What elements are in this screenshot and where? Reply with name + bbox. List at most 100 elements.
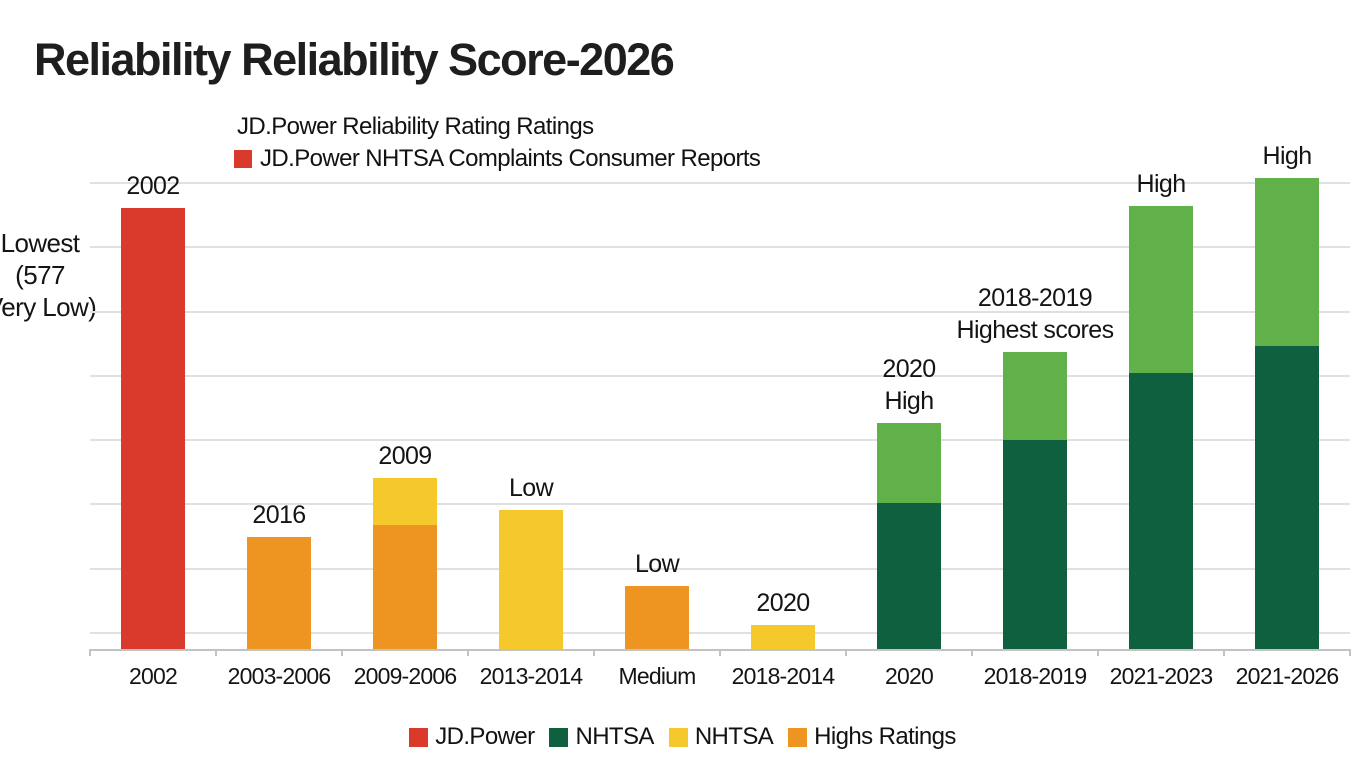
legend-item: JD.Power: [409, 723, 535, 751]
x-axis-tick: [845, 649, 847, 656]
x-axis-label: 2021-2023: [1109, 663, 1214, 689]
bar: High: [1255, 142, 1319, 649]
bar-annotation: 2020: [756, 587, 810, 619]
subtitle-line-2: JD.Power NHTSA Complaints Consumer Repor…: [234, 143, 761, 175]
x-axis-label: 2013-2014: [479, 663, 584, 689]
y-axis-label-line: Lowest: [0, 228, 80, 258]
bar-annotation: High: [1262, 140, 1312, 172]
gridline: [90, 503, 1350, 505]
bottom-legend: JD.Power NHTSA NHTSA Highs Ratings: [0, 723, 1365, 751]
bar-annotation-line: Low: [508, 474, 554, 502]
bar: 2020: [751, 589, 815, 649]
bar-segment: [121, 208, 185, 649]
x-axis-tick: [971, 649, 973, 656]
gridline: [90, 632, 1350, 634]
legend-label: JD.Power: [435, 723, 535, 750]
legend-label: NHTSA: [575, 723, 654, 750]
bar-annotation-line: High: [884, 387, 934, 415]
bar-segment: [1129, 206, 1193, 373]
bar-segment: [373, 478, 437, 525]
x-axis-label: 2018-2019: [983, 663, 1088, 689]
legend-item: NHTSA: [549, 723, 654, 751]
bar-segment: [1129, 373, 1193, 649]
legend-label: Highs Ratings: [814, 723, 956, 750]
x-axis-tick: [593, 649, 595, 656]
bar: Low: [625, 550, 689, 649]
bar-segment: [877, 423, 941, 503]
y-axis-label-line: Very Low): [0, 292, 97, 322]
bar: 2009: [373, 442, 437, 649]
x-axis-labels: 2002 2003-2006 2009-2006 2013-2014 Medium 201…: [90, 663, 1350, 690]
bar-segment: [499, 510, 563, 649]
bar-annotation-line: 2002: [126, 172, 180, 200]
legend-swatch-icon: [409, 727, 429, 747]
x-axis-label: 2020: [885, 663, 934, 689]
bar-segment: [373, 525, 437, 649]
bar-segment: [877, 503, 941, 649]
bar-segment: [247, 537, 311, 649]
bar-annotation: 2009: [378, 440, 432, 472]
bar-annotation-line: High: [1262, 142, 1312, 170]
legend-item: NHTSA: [668, 723, 774, 751]
x-axis-label: Medium: [618, 663, 696, 689]
bar-annotation: 2002: [126, 170, 180, 202]
bar-annotation: 2018-2019 Highest scores: [956, 282, 1115, 346]
x-axis-tick: [1223, 649, 1225, 656]
bar: 2018-2019 Highest scores: [957, 284, 1114, 649]
bar: 2002: [121, 172, 185, 649]
gridline: [90, 182, 1350, 184]
bar-annotation: 2016: [252, 499, 306, 531]
x-axis-tick: [1349, 649, 1351, 656]
x-axis-tick: [719, 649, 721, 656]
bar-annotation: Low: [634, 548, 680, 580]
bar: High: [1129, 170, 1193, 649]
x-axis-label: 2021-2026: [1235, 663, 1340, 689]
plot-area: 2002 2016 2009 Low Low 2020 2020 High 2018-2019 H…: [89, 142, 1351, 656]
red-legend-swatch-icon: [234, 150, 252, 168]
x-axis-label: 2018-2014: [731, 663, 836, 689]
gridline: [90, 568, 1350, 570]
bar: 2020 High: [877, 355, 941, 649]
bar-annotation: 2020 High: [882, 353, 936, 417]
subtitle-line-1: JD.Power Reliability Rating Ratings: [237, 113, 594, 140]
x-axis-label: 2009-2006: [353, 663, 458, 689]
y-axis-label-line: (577: [15, 260, 65, 290]
x-axis-tick: [341, 649, 343, 656]
bar-annotation-line: Highest scores: [956, 316, 1115, 344]
subtitle-line-2-text: JD.Power NHTSA Complaints Consumer Repor…: [260, 145, 761, 172]
bar-annotation-line: High: [1136, 170, 1186, 198]
bar-annotation-line: 2020: [756, 589, 810, 617]
legend-swatch-icon: [549, 727, 569, 747]
bar-segment: [1255, 178, 1319, 346]
bar-annotation-line: Low: [634, 550, 680, 578]
chart-title: Reliability Reliability Score-2026: [34, 34, 675, 85]
bar-annotation: High: [1136, 168, 1186, 200]
bar-annotation: Low: [508, 472, 554, 504]
x-axis-tick: [215, 649, 217, 656]
x-axis-tick: [467, 649, 469, 656]
gridline: [90, 375, 1350, 377]
bar-segment: [625, 586, 689, 649]
bar: 2016: [247, 501, 311, 649]
bar-annotation-line: 2009: [378, 442, 432, 470]
bar-segment: [751, 625, 815, 649]
chart-subtitle-legend: JD.Power Reliability Rating Ratings JD.P…: [234, 111, 761, 175]
y-axis-label: Lowest (577 Very Low): [0, 227, 97, 323]
bar: Low: [499, 474, 563, 649]
bar-annotation-line: 2020: [882, 355, 936, 383]
bar-annotation-line: 2016: [252, 501, 306, 529]
x-axis-label: 2002: [129, 663, 178, 689]
bar-segment: [1003, 352, 1067, 440]
x-axis-label: 2003-2006: [227, 663, 332, 689]
legend-label: NHTSA: [694, 723, 774, 750]
gridline: [90, 246, 1350, 248]
bar-annotation-line: 2018-2019: [977, 284, 1093, 312]
legend-item: Highs Ratings: [788, 723, 956, 751]
bar-segment: [1255, 346, 1319, 649]
x-axis-tick: [1097, 649, 1099, 656]
legend-swatch-icon: [788, 727, 808, 747]
legend-swatch-icon: [668, 727, 688, 747]
gridline: [90, 439, 1350, 441]
x-axis-tick: [89, 649, 91, 656]
